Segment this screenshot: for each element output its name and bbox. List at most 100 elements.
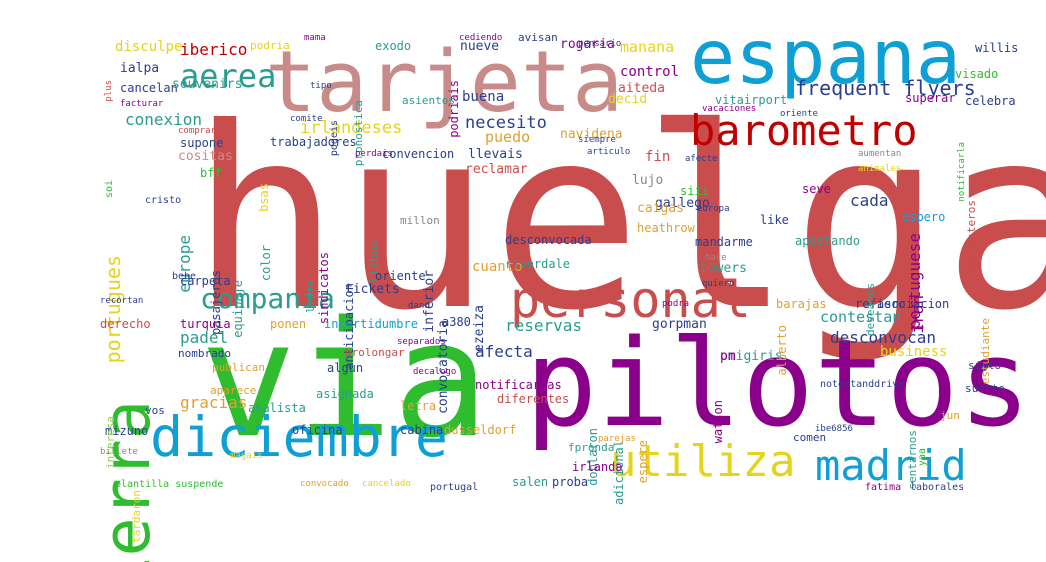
- cloud-word: sentarnos: [906, 430, 919, 490]
- cloud-word: madrid: [815, 441, 967, 490]
- cloud-word: podria: [250, 39, 290, 52]
- cloud-word: aiteda: [618, 81, 665, 96]
- cloud-word: nueve: [460, 39, 500, 54]
- cloud-word: buena: [462, 89, 505, 105]
- cloud-word: visado: [955, 67, 999, 81]
- cloud-word: ialpa: [120, 61, 160, 76]
- cloud-word: plantilla suspende: [115, 479, 224, 490]
- cloud-word: suerte: [965, 382, 1005, 395]
- cloud-word: facturar: [120, 99, 164, 109]
- cloud-word: perdais: [355, 149, 393, 159]
- cloud-word: personal: [510, 271, 751, 329]
- cloud-word: reclamar: [465, 162, 528, 177]
- cloud-word: cancelado: [362, 479, 411, 489]
- cloud-word: navidena: [560, 127, 623, 142]
- cloud-word: tickets: [345, 282, 400, 297]
- cloud-word: espero: [902, 210, 946, 224]
- cloud-word: vos: [145, 404, 165, 417]
- cloud-word: aerea: [180, 57, 277, 95]
- cloud-word: refiero: [855, 297, 906, 311]
- cloud-word: espere: [636, 440, 650, 484]
- cloud-word: business: [880, 344, 948, 360]
- cloud-word: apostando: [795, 234, 861, 248]
- cloud-word: estudiante: [979, 318, 992, 385]
- cloud-word: irlandeses: [300, 118, 403, 138]
- cloud-word: publican: [212, 361, 265, 374]
- cloud-word: oriente: [780, 109, 818, 119]
- cloud-word: convencion: [382, 147, 455, 161]
- cloud-word: aumentan: [858, 149, 902, 159]
- cloud-word: disculpe: [115, 39, 183, 55]
- cloud-word: siglo: [968, 359, 1002, 372]
- cloud-word: alberto: [775, 325, 789, 376]
- cloud-word: diferentes: [497, 392, 570, 406]
- cloud-word: trabajadores: [270, 135, 357, 149]
- cloud-word: espana: [690, 13, 961, 101]
- cloud-word: portugues: [101, 255, 125, 364]
- cloud-word: decalogo: [413, 367, 457, 377]
- cloud-word: gorpman: [652, 317, 707, 332]
- cloud-word: deseamos: [864, 283, 877, 336]
- cloud-word: nombrado: [178, 347, 231, 360]
- cloud-word: quiero: [702, 279, 735, 289]
- cloud-word: afecta: [475, 342, 533, 361]
- cloud-word: exodo: [375, 39, 412, 53]
- cloud-word: cositas: [178, 149, 233, 164]
- cloud-word: via: [200, 286, 489, 473]
- cloud-word: cediendo: [459, 33, 503, 43]
- cloud-word: analista: [248, 401, 306, 415]
- cloud-word: interesa: [104, 416, 117, 469]
- cloud-word: fpronda: [568, 441, 615, 454]
- cloud-word: billete: [100, 447, 138, 457]
- cloud-word: podra: [662, 299, 690, 309]
- cloud-word: vacaciones: [702, 104, 757, 114]
- cloud-word: celebra: [965, 94, 1016, 108]
- cloud-word: prolongar: [345, 346, 405, 359]
- cloud-word: riverdale: [505, 257, 571, 271]
- cloud-word: cuanto: [472, 259, 523, 275]
- cloud-word: mama: [304, 33, 326, 43]
- cloud-word: gracias: [180, 393, 248, 412]
- cloud-word: supone: [180, 136, 224, 150]
- cloud-word: asientos: [402, 94, 455, 107]
- cloud-word: yaa: [917, 448, 928, 467]
- cloud-word: recortan: [100, 296, 144, 306]
- cloud-word: vitairport: [715, 93, 788, 107]
- cloud-word: pensario: [578, 39, 622, 49]
- cloud-word: derecho: [100, 317, 151, 331]
- cloud-word: jun: [940, 409, 960, 422]
- cloud-word: color: [259, 245, 273, 282]
- cloud-word: rogaria: [560, 37, 615, 52]
- cloud-word: lujo: [632, 173, 664, 188]
- cloud-word: europa: [697, 204, 730, 214]
- cloud-word: comen: [793, 431, 827, 444]
- cloud-word: siii: [680, 184, 709, 198]
- cloud-word: magais: [230, 451, 263, 461]
- cloud-word: caigas: [637, 201, 684, 216]
- cloud-word: towers: [700, 261, 747, 276]
- cloud-word: podriais: [447, 80, 461, 138]
- cloud-word: portugal: [430, 482, 479, 493]
- cloud-word: willis: [975, 41, 1019, 55]
- cloud-word: mizuno: [105, 424, 149, 438]
- cloud-word: articulo: [587, 147, 631, 157]
- cloud-word: soi: [104, 180, 115, 199]
- cloud-word: llevais: [468, 147, 523, 162]
- cloud-word: proba: [552, 475, 589, 489]
- cloud-word: heathrow: [637, 221, 695, 235]
- cloud-word: notificarias: [475, 378, 562, 392]
- cloud-word: algun: [327, 361, 364, 375]
- cloud-word: irlanda: [572, 460, 623, 474]
- cloud-word: millon: [400, 214, 440, 227]
- cloud-word: tardaron: [130, 490, 143, 543]
- cloud-word: onigiris: [720, 349, 783, 364]
- cloud-word: laborales: [910, 482, 965, 493]
- cloud-word: seve: [802, 182, 831, 196]
- cloud-word: hace: [705, 253, 727, 263]
- cloud-word: asociacion: [877, 297, 950, 311]
- cloud-word: watson: [711, 400, 725, 444]
- cloud-word: dusseldorf: [444, 423, 517, 437]
- cloud-word: mandarme: [695, 235, 753, 249]
- cloud-word: barometro: [690, 106, 918, 155]
